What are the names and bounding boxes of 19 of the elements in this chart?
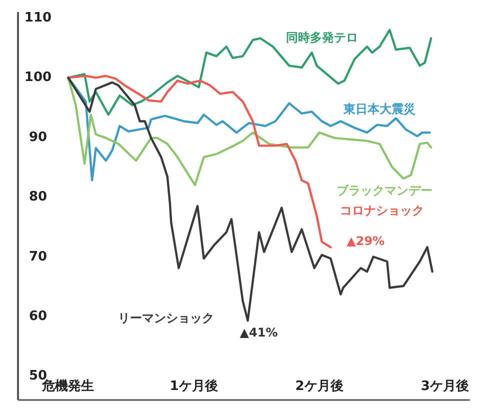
series-label: コロナショック <box>340 204 424 218</box>
x-tick-label: 1ケ月後 <box>170 378 218 394</box>
y-tick-label: 110 <box>24 10 52 26</box>
y-tick-label: 100 <box>24 70 52 86</box>
text: リーマンショック <box>118 311 214 326</box>
x-tick-label: 3ケ月後 <box>420 378 469 394</box>
annotation: ▲29% <box>346 234 385 248</box>
series-label: ブラックマンデー <box>336 183 433 198</box>
series-label: 同時多発テロ <box>286 30 358 45</box>
y-tick-label: 80 <box>28 190 48 205</box>
x-tick-label: 2ケ月後 <box>295 378 344 394</box>
annotation: ▲41% <box>240 326 278 340</box>
y-tick-label: 70 <box>28 249 48 264</box>
y-tick-label: 90 <box>28 130 48 145</box>
y-tick-label: 60 <box>28 308 48 324</box>
line-series <box>67 28 432 116</box>
line-series <box>67 74 332 248</box>
line-series <box>67 76 434 322</box>
series-label: 東日本大震災 <box>342 102 416 116</box>
